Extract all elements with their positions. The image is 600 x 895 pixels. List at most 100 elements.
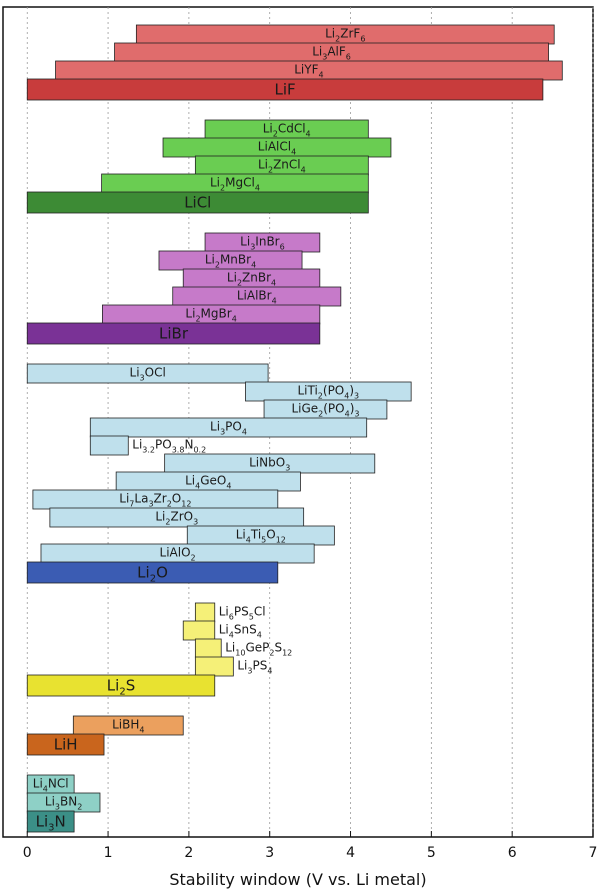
- bar-label-text: ZrF: [340, 27, 360, 41]
- bar-label-subscript: 6: [280, 243, 285, 252]
- bar-label-text: Li: [258, 158, 268, 172]
- bar-label-text: LiGe: [291, 402, 318, 416]
- bar-label-subscript: 4: [306, 130, 311, 139]
- bar-parent: [26, 733, 105, 756]
- bar-label-text: Li: [219, 623, 229, 637]
- bar-label-text: PO: [225, 420, 242, 434]
- bar-label: Li10GeP2S12: [225, 641, 292, 658]
- bar-label-subscript: 12: [181, 500, 191, 509]
- bar-label-text: Li: [312, 45, 322, 59]
- bar-label-text: N: [184, 438, 193, 452]
- bar-label: Li4SnS4: [219, 623, 262, 640]
- bar-label-text: GeO: [200, 474, 226, 488]
- bar-label-text: LiAlBr: [237, 289, 272, 303]
- bar-label: LiAlO2: [160, 546, 196, 563]
- bar-label: Li3PS4: [237, 659, 272, 676]
- x-tick-label: 6: [508, 845, 517, 861]
- bar-label-text: InBr: [255, 235, 279, 249]
- bar-label-subscript: 3: [250, 243, 255, 252]
- bar-label-subscript: 3.2: [142, 446, 155, 455]
- bar-label-subscript: 0.2: [193, 446, 206, 455]
- bar: [26, 363, 269, 384]
- bar-label-subscript: 4: [242, 428, 247, 437]
- bar-label: Li2MnBr4: [205, 253, 256, 270]
- bar-label: Li7La3Zr2O12: [119, 492, 191, 509]
- bar-label: LiBH4: [112, 718, 144, 735]
- bar-label-text: Li: [237, 659, 247, 673]
- bar-label-text: Ti: [250, 528, 261, 542]
- bar-label-text: Li: [137, 564, 150, 582]
- x-tick-label: 1: [104, 845, 113, 861]
- bar-label-subscript: 2: [167, 500, 172, 509]
- bar-label-subscript: 6: [360, 35, 365, 44]
- bar-label-subscript: 4: [345, 410, 350, 419]
- bar-label: Li3PO4: [210, 420, 247, 437]
- bar-label-text: O: [172, 492, 181, 506]
- bar-label-text: Li: [240, 235, 250, 249]
- bar-label-subscript: 4: [257, 631, 262, 640]
- bar-label-text: BN: [60, 795, 77, 809]
- bar-label-subscript: 2: [335, 35, 340, 44]
- bar-label-text: Li: [132, 438, 142, 452]
- bar-label-subscript: 6: [229, 613, 234, 622]
- bar-label-text: ZnBr: [242, 271, 271, 285]
- bar-label-subscript: 5: [261, 536, 266, 545]
- bar-label-text: LiH: [54, 736, 78, 754]
- bar-label: Li2ZrO3: [155, 510, 198, 527]
- bar-label-text: PO: [155, 438, 172, 452]
- bar-label-text: Li: [33, 777, 43, 791]
- bar-label-subscript: 12: [282, 649, 292, 658]
- bar-label-text: LiTi: [297, 384, 317, 398]
- bar-label-text: LiNbO: [249, 456, 285, 470]
- bar-label-subscript: 3: [322, 53, 327, 62]
- bar-label: Li2ZnCl4: [258, 158, 306, 175]
- bar-label: Li3InBr6: [240, 235, 285, 252]
- bar: [72, 715, 184, 736]
- bar-label-text: GeP: [245, 641, 269, 655]
- bar-label-subscript: 2: [191, 554, 196, 563]
- bar-label: Li3BN2: [45, 795, 82, 812]
- x-tick-label: 0: [23, 845, 32, 861]
- bar-label-subscript: 2: [150, 574, 156, 585]
- bar-label-text: PS: [252, 659, 267, 673]
- bar: [49, 507, 305, 528]
- bar-label-text: Li: [185, 474, 195, 488]
- bar-label-subscript: 4: [226, 482, 231, 491]
- bar-label-subscript: 3: [148, 500, 153, 509]
- bar-label-subscript: 3: [354, 392, 359, 401]
- bar-label-subscript: 6: [346, 53, 351, 62]
- bar: [182, 620, 216, 641]
- bar-label-subscript: 2: [195, 315, 200, 324]
- bar-label-subscript: 2: [273, 130, 278, 139]
- bar-label: Li3N: [36, 813, 66, 834]
- x-tick-label: 3: [265, 845, 274, 861]
- bar-label-text: (PO: [323, 402, 344, 416]
- bar-label-text: Li: [210, 420, 220, 434]
- bar-label-text: Cl: [254, 605, 266, 619]
- bar-label-subscript: 3.8: [172, 446, 185, 455]
- bar-label-text: ): [350, 402, 355, 416]
- bar-label-subscript: 3: [193, 518, 198, 527]
- bar-label-subscript: 4: [246, 536, 251, 545]
- bar-label-subscript: 3: [55, 803, 60, 812]
- bar-label-text: MgBr: [201, 307, 232, 321]
- bar-label-subscript: 2: [165, 518, 170, 527]
- bar-label-subscript: 5: [249, 613, 254, 622]
- bar-label-text: LiAlCl: [258, 140, 291, 154]
- bar-label-text: LiAlO: [160, 546, 191, 560]
- bar-label-text: Zr: [154, 492, 167, 506]
- bar-group-hydrides: LiBH4 LiH: [26, 715, 184, 756]
- bar-label-subscript: 7: [129, 500, 134, 509]
- bar-label: LiYF4: [294, 63, 323, 80]
- bar-label-text: ZrO: [170, 510, 193, 524]
- bar-label: LiTi2(PO4)3: [297, 384, 359, 401]
- bar-label-text: Li: [185, 307, 195, 321]
- bar-label-subscript: 4: [344, 392, 349, 401]
- bar-label-subscript: 4: [229, 631, 234, 640]
- x-axis: 0 1 2 3 4 5 6 7: [23, 831, 597, 861]
- bar-label-subscript: 10: [235, 649, 245, 658]
- bar-label-subscript: 2: [269, 649, 274, 658]
